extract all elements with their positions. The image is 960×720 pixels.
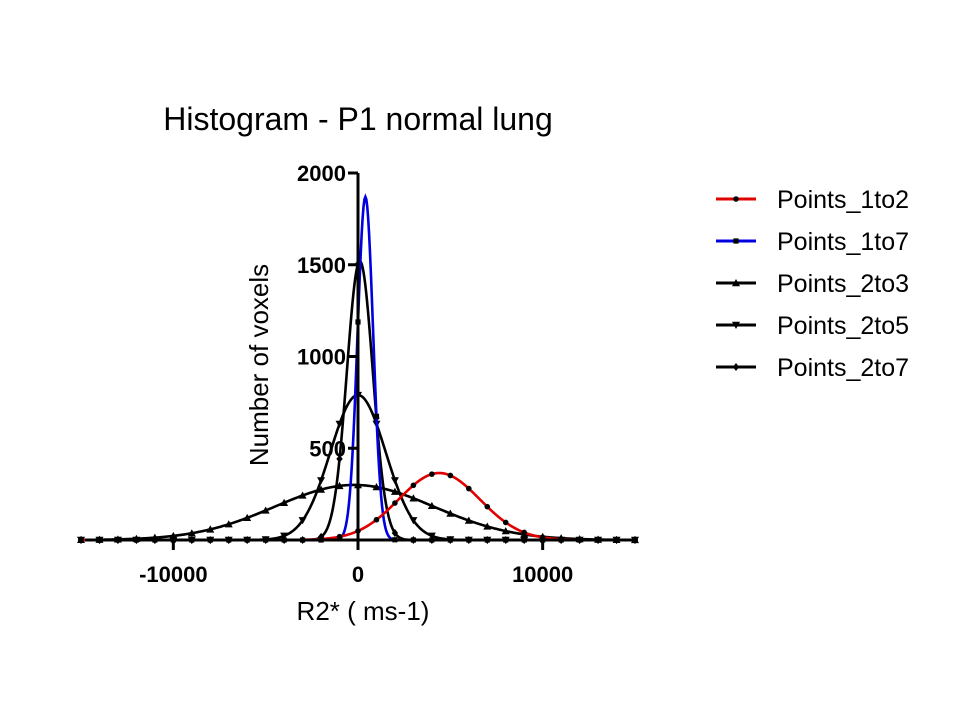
data-point-Points_1to2 [410,482,417,489]
x-tick-label: 10000 [512,562,573,587]
data-point-Points_2to3 [372,483,381,491]
data-point-Points_2to5 [298,517,307,525]
data-point-Points_2to3 [464,516,473,524]
y-axis-label: Number of voxels [244,264,274,466]
legend-item-Points_2to7: Points_2to7 [716,354,909,382]
legend: Points_1to2 Points_1to7 Points_2to3 Points_… [716,186,909,382]
data-point-Points_2to7 [391,528,399,537]
legend-label: Points_1to2 [777,186,909,214]
data-point-Points_2to3 [261,506,270,514]
y-tick-label: 1000 [297,345,346,370]
y-tick-label: 500 [309,436,346,461]
data-point-Points_2to3 [390,487,399,495]
data-point-Points_1to2 [78,537,84,543]
legend-item-Points_1to2: Points_1to2 [716,186,909,214]
legend-item-Points_1to7: Points_1to7 [716,228,909,256]
x-tick-label: -10000 [139,562,208,587]
data-point-Points_2to3 [224,520,233,528]
data-point-Points_2to3 [446,509,455,517]
data-point-Points_2to3 [483,522,492,530]
data-point-Points_2to3 [280,498,289,506]
legend-marker [732,363,740,371]
legend-marker [733,238,739,244]
data-point-Points_2to3 [187,529,196,537]
data-point-Points_1to2 [447,472,454,479]
data-point-Points_2to3 [409,494,418,502]
chart-title: Histogram - P1 normal lung [163,101,552,137]
legend-item-Points_2to3: Points_2to3 [716,270,909,298]
x-tick-label: 0 [352,562,364,587]
y-tick-label: 1500 [297,253,346,278]
data-point-Points_1to2 [336,533,343,540]
legend-label: Points_1to7 [777,228,909,256]
data-point-Points_1to2 [373,516,380,523]
data-point-Points_2to5 [335,420,344,428]
x-axis-label: R2* ( ms-1) [297,596,430,626]
legend-marker [733,196,739,202]
data-point-Points_2to3 [206,525,215,533]
data-point-Points_1to2 [392,500,398,506]
data-point-Points_1to2 [484,503,491,510]
data-point-Points_2to5 [317,477,326,485]
legend-label: Points_2to3 [777,270,909,298]
data-point-Points_1to2 [429,471,435,477]
data-point-Points_2to3 [317,485,326,493]
legend-label: Points_2to7 [777,354,909,382]
y-tick-label: 2000 [297,161,346,186]
plot-area: -10000 0 10000 500 1000 1500 2000 [77,161,639,587]
legend-item-Points_2to5: Points_2to5 [716,312,909,340]
data-point-Points_2to5 [390,477,399,485]
data-point-Points_2to3 [427,501,436,510]
data-point-Points_1to2 [466,485,472,492]
legend-marker [732,321,740,329]
data-point-Points_1to2 [521,529,527,536]
data-point-Points_1to2 [502,519,509,526]
legend-label: Points_2to5 [777,312,909,340]
data-point-Points_2to7 [336,454,343,463]
data-point-Points_2to5 [409,517,418,525]
data-point-Points_1to7 [373,413,380,419]
data-point-Points_2to3 [243,513,252,522]
data-point-Points_2to3 [501,527,510,535]
data-point-Points_2to3 [298,491,307,499]
legend-marker [732,279,740,287]
axes-layer: -10000 0 10000 500 1000 1500 2000 [85,161,635,587]
